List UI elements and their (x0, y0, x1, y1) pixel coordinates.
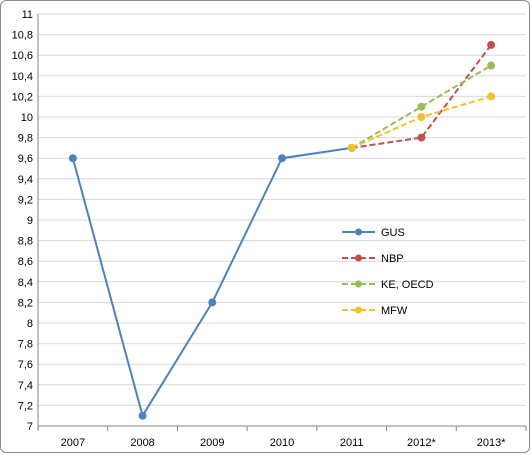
y-tick-label: 10,6 (12, 50, 33, 62)
data-point-gus (208, 298, 217, 307)
data-point-ke-oecd (487, 61, 496, 70)
y-tick-label: 9,8 (18, 133, 33, 145)
y-tick-label: 7,4 (18, 380, 33, 392)
data-point-gus (278, 154, 286, 163)
data-point-gus (138, 411, 147, 420)
x-tick-label: 2010 (270, 437, 294, 449)
x-tick-label: 2007 (61, 437, 85, 449)
y-tick-label: 7 (27, 421, 33, 433)
x-tick-label: 2008 (130, 437, 154, 449)
data-point-nbp (417, 133, 426, 142)
y-tick-label: 8 (27, 318, 33, 330)
legend-marker (355, 306, 362, 314)
y-tick-label: 10,4 (12, 71, 33, 83)
data-point-nbp (487, 40, 496, 49)
legend-marker (355, 228, 362, 236)
legend: GUS NBP KE, OECD MFW (342, 227, 434, 317)
gridlines (38, 13, 526, 406)
y-tick-label: 8,6 (18, 256, 33, 268)
y-tick-label: 9,2 (18, 194, 33, 206)
y-tick-label: 7,8 (18, 339, 33, 351)
axes (37, 14, 527, 431)
y-tick-label: 9,6 (18, 153, 33, 165)
y-tick-label: 10,2 (12, 91, 33, 103)
legend-label: NBP (381, 253, 404, 265)
data-point-mfw (487, 92, 496, 101)
data-point-mfw (417, 113, 426, 121)
data-point-mfw (347, 143, 356, 152)
data-point-gus (68, 154, 77, 163)
x-axis-tick-labels: 2007 2008 2009 2010 2011 2012* 2013* (61, 437, 507, 449)
data-point-ke-oecd (417, 102, 426, 111)
series-lines (68, 40, 496, 420)
y-tick-label: 7,6 (18, 359, 33, 371)
y-tick-label: 8,8 (18, 236, 33, 248)
legend-label: GUS (381, 227, 405, 239)
y-tick-label: 10 (21, 112, 33, 124)
y-tick-label: 9,4 (18, 174, 33, 186)
y-axis-tick-labels: 7 7,2 7,4 7,6 7,8 8 8,2 8,4 8,6 8,8 9 9,2 9,4 9,6 9,8 1… (12, 9, 33, 433)
x-tick-label: 2009 (200, 437, 224, 449)
y-tick-label: 8,4 (18, 277, 33, 289)
x-tick-label: 2013* (477, 437, 506, 449)
legend-label: KE, OECD (381, 279, 434, 291)
y-tick-label: 11 (22, 9, 33, 21)
x-tick-label: 2012* (407, 437, 436, 449)
legend-marker (355, 280, 362, 288)
y-tick-label: 10,8 (12, 30, 33, 42)
y-tick-label: 8,2 (18, 297, 33, 309)
series-line-nbp (351, 44, 492, 149)
legend-label: MFW (381, 305, 408, 317)
y-tick-label: 7,2 (18, 400, 33, 412)
legend-marker (355, 254, 362, 262)
y-tick-label: 9 (27, 215, 33, 227)
x-tick-label: 2011 (340, 437, 364, 449)
